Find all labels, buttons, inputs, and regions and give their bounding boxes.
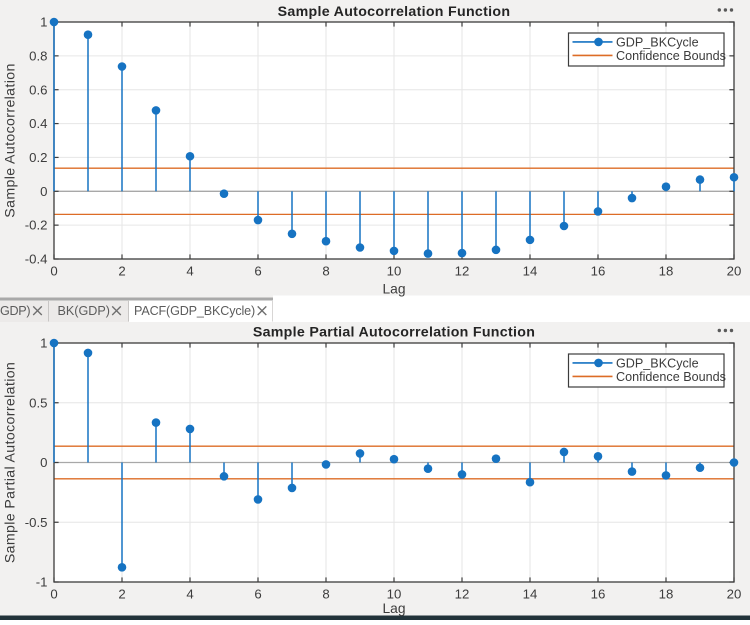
svg-text:0.5: 0.5 xyxy=(29,395,47,410)
svg-text:10: 10 xyxy=(387,264,402,279)
svg-text:Confidence Bounds: Confidence Bounds xyxy=(616,49,726,63)
svg-text:16: 16 xyxy=(591,264,606,279)
svg-text:18: 18 xyxy=(659,264,674,279)
svg-text:Sample Partial Autocorrelation: Sample Partial Autocorrelation Function xyxy=(253,325,535,341)
svg-text:GDP_BKCycle: GDP_BKCycle xyxy=(616,356,699,370)
svg-text:4: 4 xyxy=(186,587,193,602)
svg-text:GDP_BKCycle: GDP_BKCycle xyxy=(616,35,699,49)
svg-text:6: 6 xyxy=(254,587,261,602)
svg-text:0.4: 0.4 xyxy=(29,116,47,131)
svg-text:-0.4: -0.4 xyxy=(25,252,48,267)
svg-text:2: 2 xyxy=(118,587,125,602)
svg-text:1: 1 xyxy=(40,15,47,30)
svg-text:GDP): GDP) xyxy=(0,304,30,318)
svg-text:0: 0 xyxy=(50,587,57,602)
svg-text:12: 12 xyxy=(455,587,470,602)
svg-text:Confidence Bounds: Confidence Bounds xyxy=(616,370,726,384)
svg-text:-0.5: -0.5 xyxy=(25,515,48,530)
svg-text:2: 2 xyxy=(118,264,125,279)
svg-text:8: 8 xyxy=(322,264,329,279)
svg-text:8: 8 xyxy=(322,587,329,602)
svg-text:0: 0 xyxy=(40,455,47,470)
svg-text:0: 0 xyxy=(40,184,47,199)
svg-text:16: 16 xyxy=(591,587,606,602)
svg-text:0.8: 0.8 xyxy=(29,48,47,63)
svg-text:Lag: Lag xyxy=(382,282,405,297)
svg-text:Sample Autocorrelation Functio: Sample Autocorrelation Function xyxy=(278,4,511,20)
svg-text:10: 10 xyxy=(387,587,402,602)
svg-text:Sample Autocorrelation: Sample Autocorrelation xyxy=(3,63,19,217)
svg-text:1: 1 xyxy=(40,336,47,351)
svg-text:18: 18 xyxy=(659,587,674,602)
svg-text:14: 14 xyxy=(523,587,538,602)
svg-text:-0.2: -0.2 xyxy=(25,218,48,233)
svg-text:PACF(GDP_BKCycle): PACF(GDP_BKCycle) xyxy=(134,304,255,318)
svg-text:-1: -1 xyxy=(36,575,48,590)
svg-text:0: 0 xyxy=(50,264,57,279)
svg-text:4: 4 xyxy=(186,264,193,279)
svg-text:0.6: 0.6 xyxy=(29,82,47,97)
svg-text:0.2: 0.2 xyxy=(29,150,47,165)
svg-text:20: 20 xyxy=(727,587,742,602)
svg-text:BK(GDP): BK(GDP) xyxy=(58,304,110,318)
svg-text:6: 6 xyxy=(254,264,261,279)
svg-text:Sample Partial Autocorrelation: Sample Partial Autocorrelation xyxy=(3,362,19,563)
svg-text:12: 12 xyxy=(455,264,470,279)
svg-text:20: 20 xyxy=(727,264,742,279)
svg-text:14: 14 xyxy=(523,264,538,279)
svg-text:Lag: Lag xyxy=(382,601,405,616)
